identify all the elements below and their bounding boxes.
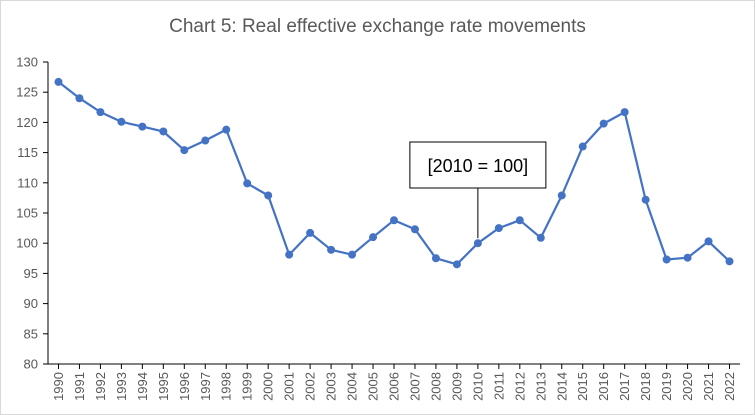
x-tick-label: 1998 bbox=[219, 372, 234, 401]
data-point bbox=[683, 253, 692, 262]
series-real-effective-exchange-rate bbox=[54, 77, 734, 269]
x-tick-label: 2006 bbox=[387, 372, 402, 401]
data-point bbox=[390, 216, 398, 225]
y-tick-label: 105 bbox=[16, 206, 38, 221]
data-point bbox=[222, 125, 231, 134]
x-tick-label: 2007 bbox=[407, 372, 422, 401]
data-point bbox=[578, 142, 587, 151]
callout-text: [2010 = 100] bbox=[428, 156, 529, 176]
x-tick-label: 2018 bbox=[638, 372, 653, 401]
x-tick-label: 2019 bbox=[659, 372, 674, 401]
callout-annotation: [2010 = 100] bbox=[409, 141, 547, 239]
data-point bbox=[306, 228, 315, 237]
data-point bbox=[662, 255, 671, 264]
data-point bbox=[96, 108, 105, 117]
x-tick-label: 1992 bbox=[93, 372, 108, 401]
x-tick-label: 2016 bbox=[596, 372, 611, 401]
data-point bbox=[264, 191, 273, 200]
y-tick-label: 130 bbox=[16, 55, 38, 70]
data-point bbox=[515, 216, 524, 225]
chart-title: Chart 5: Real effective exchange rate mo… bbox=[169, 16, 586, 37]
y-tick-label: 115 bbox=[17, 145, 38, 160]
x-tick-label: 2022 bbox=[722, 372, 737, 401]
x-tick-label: 1996 bbox=[177, 372, 192, 401]
x-tick-label: 1990 bbox=[51, 372, 66, 401]
data-point bbox=[620, 108, 629, 117]
x-tick-label: 1999 bbox=[240, 372, 255, 401]
x-tick-label: 2015 bbox=[575, 372, 590, 401]
data-point bbox=[725, 257, 734, 266]
y-tick-label: 125 bbox=[16, 85, 38, 100]
y-tick-label: 95 bbox=[24, 266, 38, 281]
y-tick-label: 85 bbox=[24, 326, 38, 341]
data-point bbox=[180, 146, 189, 155]
data-point bbox=[557, 191, 566, 200]
y-tick-label: 120 bbox=[16, 115, 38, 130]
data-point bbox=[641, 195, 650, 204]
data-point bbox=[201, 136, 210, 145]
x-tick-label: 2013 bbox=[533, 372, 548, 401]
x-tick-label: 1993 bbox=[114, 372, 129, 401]
data-point bbox=[159, 127, 168, 136]
x-tick-label: 2000 bbox=[261, 372, 276, 401]
x-tick-label: 2002 bbox=[303, 372, 318, 401]
x-tick-label: 2012 bbox=[512, 372, 527, 401]
x-tick-label: 1994 bbox=[135, 372, 150, 401]
y-tick-label: 90 bbox=[24, 296, 38, 311]
y-axis-ticks: 80 85 90 95 100 105 110 115 120 125 130 bbox=[16, 55, 48, 372]
data-point bbox=[369, 233, 378, 242]
data-point bbox=[536, 233, 545, 242]
data-point bbox=[431, 254, 440, 263]
data-point bbox=[243, 179, 252, 188]
data-point bbox=[599, 119, 608, 128]
x-tick-label: 2021 bbox=[701, 372, 716, 401]
data-point bbox=[327, 245, 336, 254]
data-point bbox=[348, 250, 357, 259]
x-tick-label: 2011 bbox=[491, 372, 506, 400]
data-point bbox=[494, 224, 503, 233]
data-point bbox=[117, 117, 126, 126]
x-tick-label: 2008 bbox=[428, 372, 443, 401]
data-point bbox=[473, 239, 482, 248]
x-axis-ticks: 1990 1991 1992 1993 1994 1995 1996 1997 1998 1999… bbox=[51, 364, 737, 401]
callout-box bbox=[409, 141, 547, 189]
x-tick-label: 2020 bbox=[680, 372, 695, 401]
x-tick-label: 1995 bbox=[156, 372, 171, 401]
y-tick-label: 110 bbox=[17, 175, 38, 190]
y-tick-label: 100 bbox=[16, 236, 38, 251]
data-point bbox=[285, 250, 294, 259]
data-point bbox=[54, 77, 63, 86]
x-tick-label: 2004 bbox=[345, 372, 360, 401]
x-tick-label: 2005 bbox=[366, 372, 381, 401]
series-line bbox=[57, 81, 731, 266]
x-tick-label: 2014 bbox=[554, 372, 569, 401]
data-point bbox=[452, 260, 461, 269]
x-tick-label: 1991 bbox=[72, 372, 87, 401]
axes bbox=[47, 62, 740, 365]
x-tick-label: 2017 bbox=[617, 372, 632, 401]
y-tick-label: 80 bbox=[24, 357, 38, 372]
data-point bbox=[138, 122, 147, 131]
data-point bbox=[75, 94, 84, 103]
x-tick-label: 2010 bbox=[470, 372, 485, 401]
x-tick-label: 2001 bbox=[282, 372, 297, 401]
x-tick-label: 1997 bbox=[198, 372, 213, 401]
x-tick-label: 2003 bbox=[324, 372, 339, 401]
data-point bbox=[704, 237, 713, 246]
data-point bbox=[410, 225, 419, 234]
x-tick-label: 2009 bbox=[449, 372, 464, 401]
